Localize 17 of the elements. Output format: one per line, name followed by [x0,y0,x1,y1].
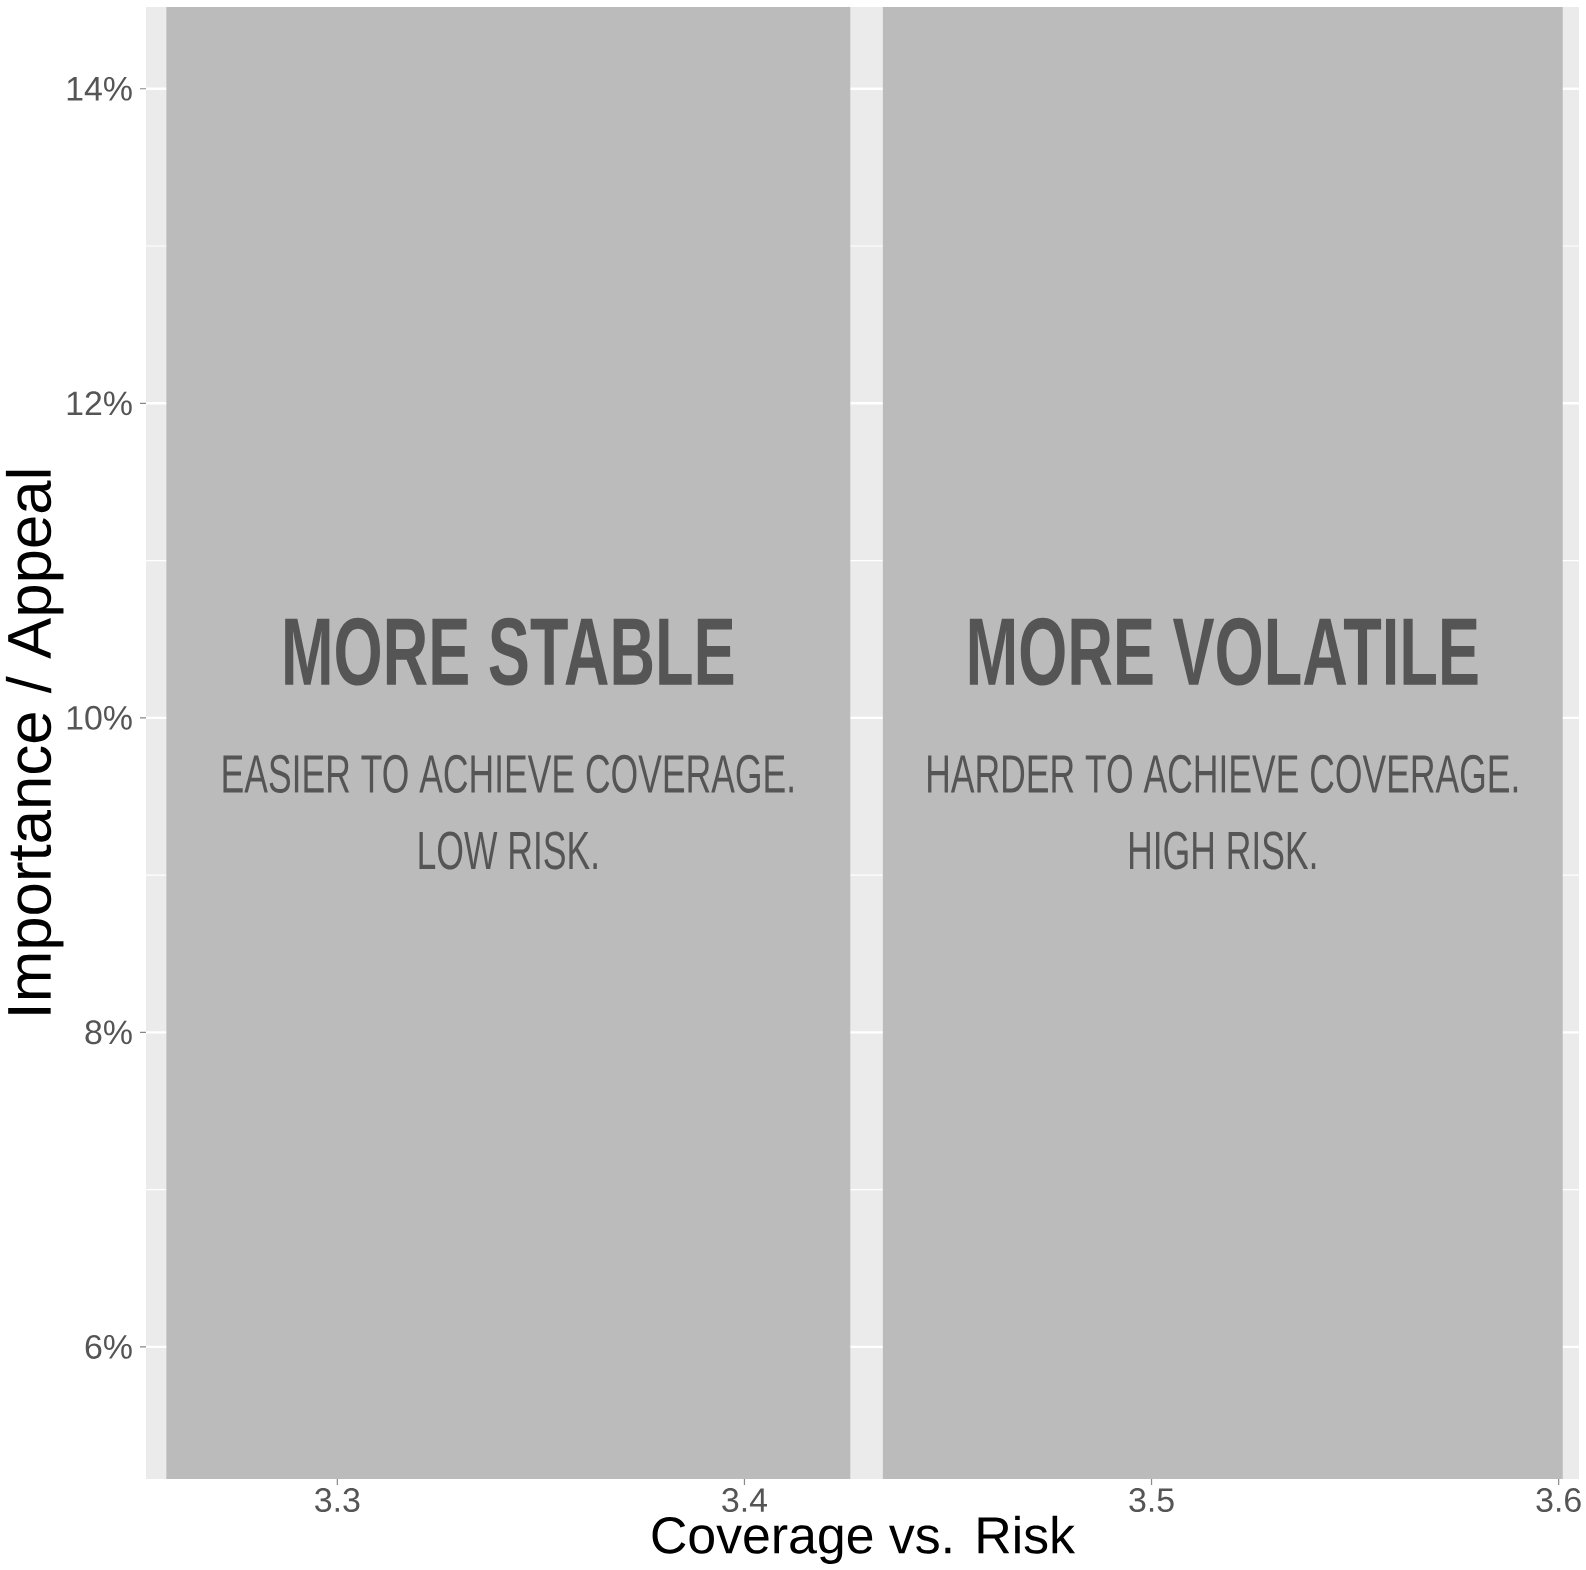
y-tick-label: 6% [85,1334,132,1359]
band-label: MORE VOLATILE [969,617,1478,686]
band-label: MORE STABLE [285,617,734,686]
annotation: HIGH RISK. [1130,831,1316,870]
annotation: EASIER TO ACHIEVE COVERAGE. [223,754,793,793]
y-tick-label: 14% [67,76,132,101]
y-tick-label: 12% [67,391,132,416]
annotation: LOW RISK. [419,831,597,870]
y-axis-title: Importance / Appeal [5,470,64,1014]
y-tick-label: 10% [67,705,132,730]
x-tick-label: 3.3 [315,1488,360,1513]
x-tick-label: 3.5 [1129,1488,1174,1513]
x-axis-title: Coverage vs. Risk [652,1515,1076,1564]
annotation: HARDER TO ACHIEVE COVERAGE. [928,754,1518,793]
y-tick-label: 8% [85,1020,132,1045]
x-tick-label: 3.6 [1536,1488,1581,1513]
x-tick-label: 3.4 [722,1488,767,1513]
